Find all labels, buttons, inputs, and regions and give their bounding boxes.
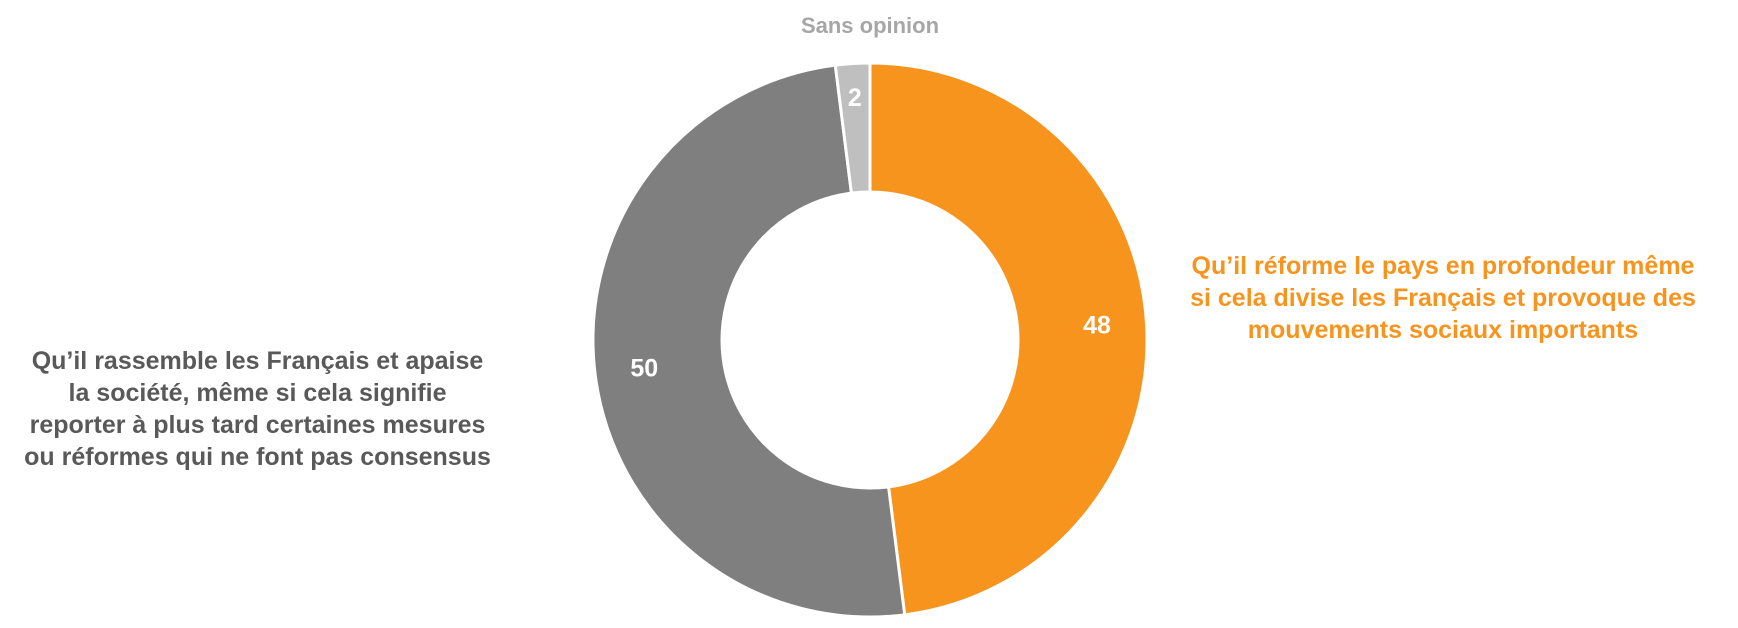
category-label-reforme: Qu’il réforme le pays en profondeur même… [1190, 252, 1696, 344]
donut-value-labels: 48 50 2 [630, 84, 1111, 383]
value-label-sans-opinion: 2 [848, 84, 862, 112]
donut-slices [591, 61, 1149, 619]
category-label-rassemble: Qu’il rassemble les Français et apaise l… [24, 347, 491, 471]
value-label-reforme: 48 [1083, 312, 1111, 340]
donut-slice-rassemble [591, 63, 907, 619]
category-label-sans-opinion: Sans opinion [800, 13, 940, 38]
donut-slice-reforme [868, 61, 1149, 617]
donut-slice-sans-opinion [833, 61, 872, 195]
value-label-rassemble: 50 [630, 355, 658, 383]
